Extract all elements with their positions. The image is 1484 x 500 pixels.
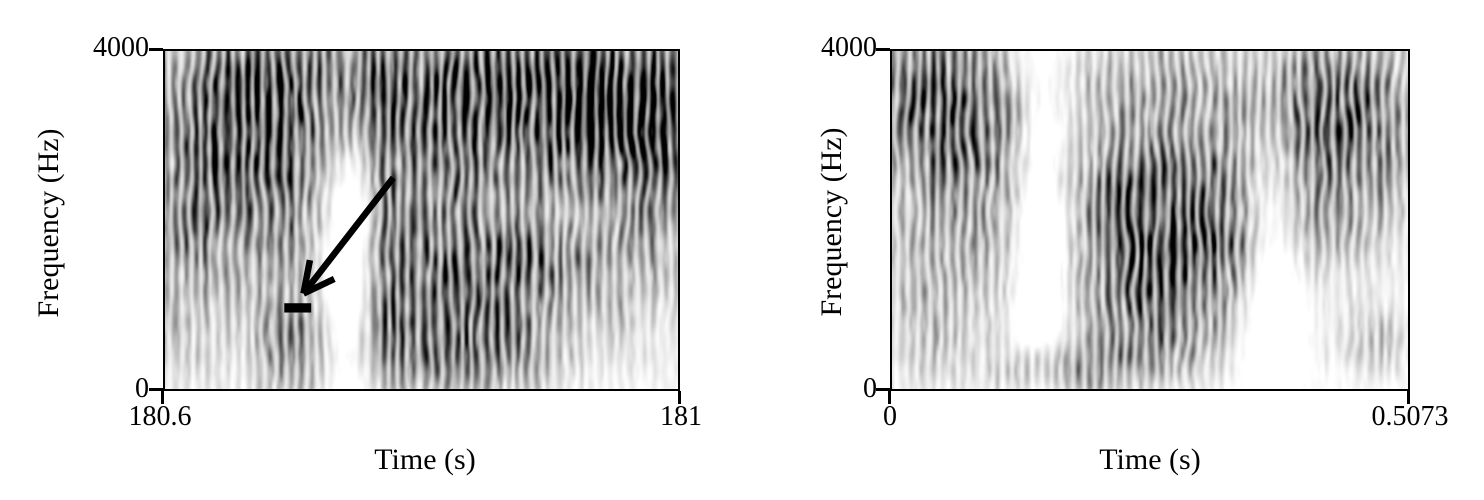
left-x-axis-title: Time (s) [374,443,476,476]
right-ytick-4000: 4000 [821,32,877,63]
right-y-tick-mark-top [876,48,890,51]
left-y-axis-title: Frequency (Hz) [32,128,65,318]
left-y-tick-mark-bottom [149,388,163,391]
right-x-tick-mark-start [888,391,891,404]
left-ytick-4000: 4000 [93,32,149,63]
right-xtick-end: 0.5073 [1371,401,1449,432]
right-x-axis-title: Time (s) [1099,443,1201,476]
left-xtick-end: 181 [660,401,702,432]
right-spectrogram-canvas [892,51,1408,389]
left-y-tick-mark-top [149,48,163,51]
left-xtick-start: 180.6 [128,401,192,432]
left-spectrogram-canvas [165,51,678,389]
right-xtick-start: 0 [883,401,897,432]
right-spectrogram-plot [890,49,1410,391]
left-spectrogram-plot [163,49,680,391]
left-x-tick-mark-end [678,391,681,404]
right-y-tick-mark-bottom [876,388,890,391]
left-ytick-0: 0 [135,373,149,404]
right-y-axis-title: Frequency (Hz) [815,127,848,317]
right-x-tick-mark-end [1407,391,1410,404]
left-annotation-arrow-overlay [284,175,396,313]
left-x-tick-mark-start [161,391,164,404]
right-ytick-0: 0 [863,373,877,404]
